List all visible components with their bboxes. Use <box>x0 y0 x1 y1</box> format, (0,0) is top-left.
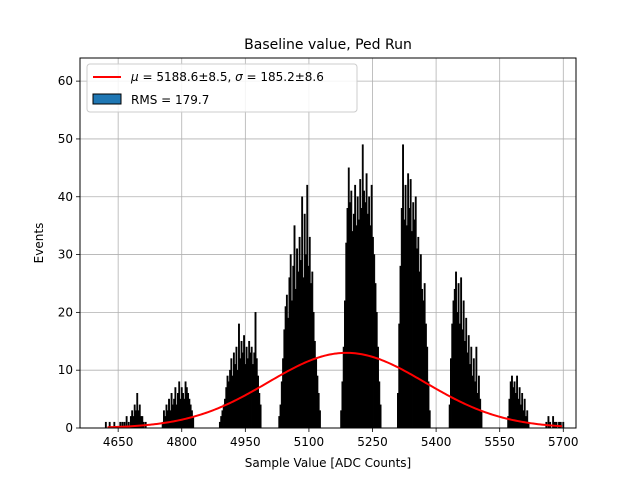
y-tick-label: 50 <box>58 132 73 146</box>
histogram-bar <box>259 404 262 429</box>
legend-mu-value: = 5188.6±8.5, <box>139 70 235 84</box>
x-tick-label: 5700 <box>548 435 579 449</box>
legend-box <box>86 63 358 113</box>
y-tick-label: 20 <box>58 305 73 319</box>
x-tick-label: 5550 <box>484 435 515 449</box>
x-tick-label: 5100 <box>294 435 325 449</box>
x-tick-label: 4950 <box>230 435 261 449</box>
y-tick-label: 40 <box>58 190 73 204</box>
plot-frame <box>79 57 577 429</box>
y-axis: 0 10 20 30 40 50 60 <box>58 74 80 435</box>
x-tick-label: 4800 <box>166 435 197 449</box>
x-axis-label: Sample Value [ADC Counts] <box>245 456 411 470</box>
legend-sigma-symbol: σ <box>235 70 243 84</box>
x-tick-label: 5250 <box>357 435 388 449</box>
x-tick-label: 4650 <box>103 435 134 449</box>
histogram-bar <box>104 421 107 429</box>
legend-fit-label: μ = 5188.6±8.5, σ = 185.2±8.6 <box>130 70 324 84</box>
y-axis-label: Events <box>32 223 46 264</box>
y-tick-label: 10 <box>58 363 73 377</box>
y-tick-label: 30 <box>58 248 73 262</box>
legend-hist-label: RMS = 179.7 <box>131 93 209 107</box>
histogram-bar <box>562 421 565 429</box>
histogram-bar <box>428 410 431 429</box>
legend: μ = 5188.6±8.5, σ = 185.2±8.6 RMS = 179.… <box>86 63 358 113</box>
histogram-bar <box>192 416 195 429</box>
x-axis: 4650 4800 4950 5100 5250 5400 5550 5700 <box>103 428 579 449</box>
histogram-bar <box>319 410 321 429</box>
legend-hist-swatch <box>92 93 122 105</box>
y-tick-label: 0 <box>65 421 73 435</box>
y-tick-label: 60 <box>58 74 73 88</box>
x-tick-label: 5400 <box>421 435 452 449</box>
histogram-bar <box>480 410 483 429</box>
gaussian-fit-curve <box>107 351 563 429</box>
legend-sigma-value: = 185.2±8.6 <box>243 70 324 84</box>
chart-title: Baseline value, Ped Run <box>244 37 412 53</box>
histogram-bar <box>379 404 382 429</box>
legend-mu-symbol: μ <box>130 70 139 84</box>
